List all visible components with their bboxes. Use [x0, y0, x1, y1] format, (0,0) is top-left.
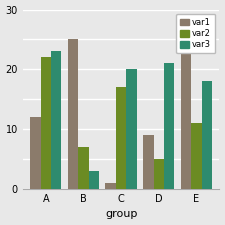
Bar	[191, 123, 202, 189]
Bar	[40, 57, 51, 189]
Bar	[106, 183, 116, 189]
Bar	[51, 52, 61, 189]
Bar	[30, 117, 40, 189]
Bar	[202, 81, 212, 189]
Legend: var1, var2, var3: var1, var2, var3	[176, 14, 215, 53]
Bar	[68, 39, 78, 189]
Bar	[116, 87, 126, 189]
X-axis label: group: group	[105, 209, 137, 219]
Bar	[153, 159, 164, 189]
Bar	[181, 22, 191, 189]
Bar	[143, 135, 153, 189]
Bar	[89, 171, 99, 189]
Bar	[78, 147, 89, 189]
Bar	[126, 69, 137, 189]
Bar	[164, 63, 174, 189]
